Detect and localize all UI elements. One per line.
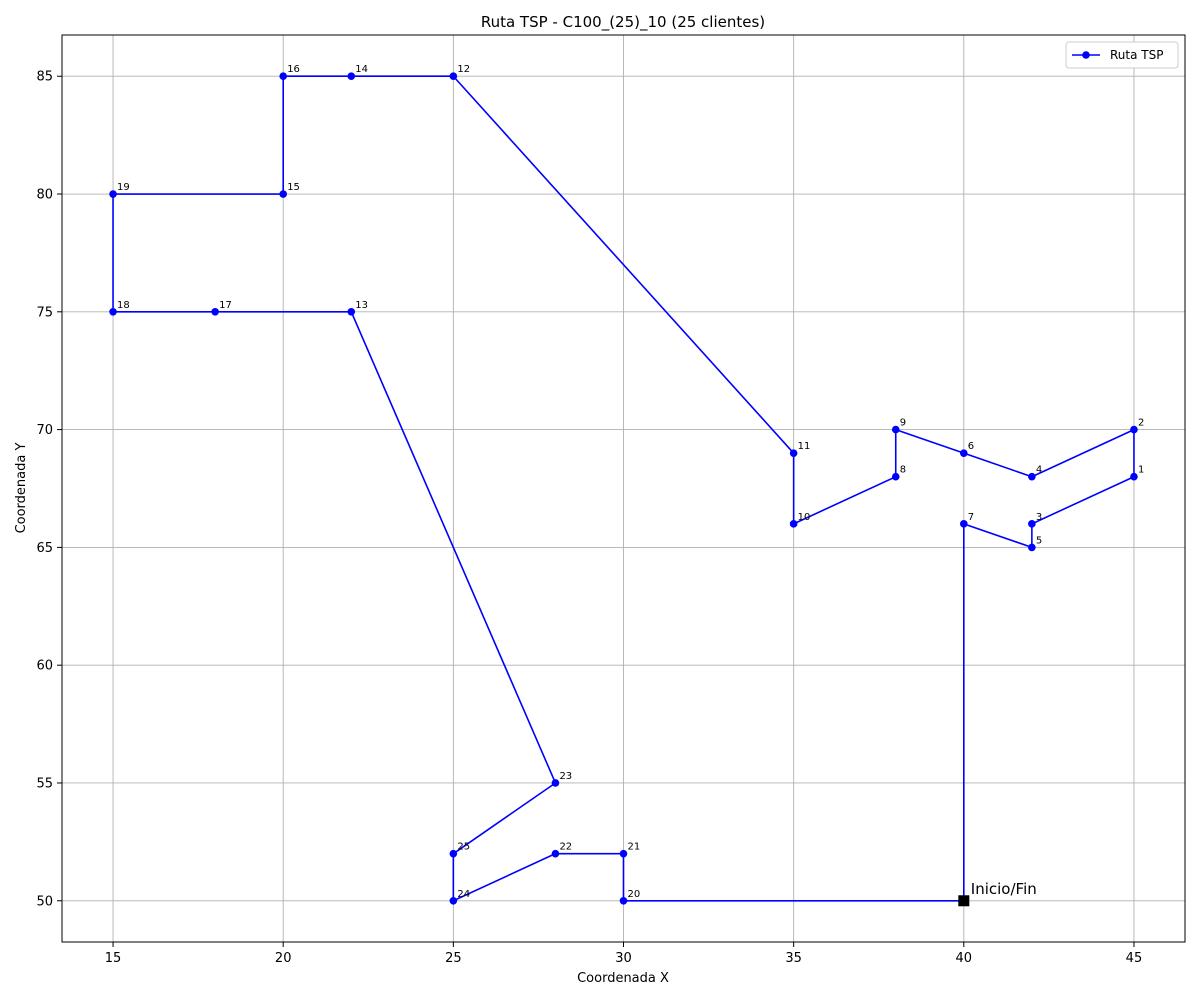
point-label: 23 [559,771,572,782]
depot-label: Inicio/Fin [971,880,1037,898]
x-tick-label: 40 [956,951,973,966]
point-label: 14 [355,64,368,75]
route-point [279,72,287,81]
point-label: 1 [1138,465,1144,476]
y-tick-label: 50 [36,894,53,909]
route-point [619,896,628,905]
point-label: 25 [457,842,470,853]
grid-lines [62,35,1185,942]
route-point [960,520,968,528]
point-label: 11 [798,441,811,452]
y-tick-label: 60 [36,659,53,674]
route-point [449,896,458,905]
x-tick-label: 30 [615,951,632,966]
route-point [1028,520,1036,528]
point-label: 21 [628,842,641,853]
y-tick-label: 75 [36,305,53,320]
route-point [449,849,458,858]
route-point [789,449,798,457]
point-label: 17 [219,300,232,311]
route-point [1028,543,1036,552]
point-label: 13 [355,300,368,311]
point-label: 7 [968,512,974,523]
legend-entry-ruta-tsp: Ruta TSP [1110,48,1163,62]
point-label: 8 [900,465,906,476]
route-point [211,308,219,316]
x-tick-label: 20 [275,951,292,966]
y-tick-label: 85 [36,70,53,85]
route-point [1028,472,1036,481]
route-point [347,308,356,316]
route-point [960,449,968,457]
point-label: 20 [628,889,641,900]
y-tick-label: 55 [36,776,53,791]
route-point [551,779,560,787]
point-label: 2 [1138,418,1144,429]
route-point [789,520,798,528]
point-label: 12 [457,64,470,75]
point-label: 16 [287,64,300,75]
x-tick-label: 25 [445,951,462,966]
route-point [619,849,628,858]
point-label: 5 [1036,535,1042,546]
point-label: 6 [968,441,974,452]
x-tick-label: 45 [1126,951,1143,966]
route-point [109,308,117,316]
legend: Ruta TSP [1065,41,1179,69]
route-point [1130,472,1138,481]
legend-marker-sample [1082,51,1090,59]
x-tick-label: 35 [785,951,802,966]
route-point [449,72,458,81]
route-point [891,472,900,481]
point-label: 22 [559,842,572,853]
chart-title: Ruta TSP - C100_(25)_10 (25 clientes) [481,13,765,32]
x-axis-label: Coordenada X [577,971,669,986]
route-point [891,425,900,434]
point-label: 4 [1036,465,1042,476]
route-point [551,849,560,858]
point-label: 10 [798,512,811,523]
point-label: 18 [117,300,130,311]
point-label: 9 [900,418,906,429]
point-label: 3 [1036,512,1042,523]
x-tick-label: 15 [105,951,122,966]
y-tick-label: 80 [36,188,53,203]
depot-marker [958,895,970,907]
route-point [1130,425,1138,434]
legend-box [1065,41,1179,69]
point-label: 24 [457,889,470,900]
route-point [347,72,356,81]
route-point [279,190,287,198]
y-axis-label: Coordenada Y [14,443,29,534]
y-tick-label: 70 [36,423,53,438]
route-point [109,190,117,198]
point-label: 19 [117,182,130,193]
point-label: 15 [287,182,300,193]
y-tick-label: 65 [36,541,53,556]
depot-marker-group: Inicio/Fin [958,880,1037,907]
